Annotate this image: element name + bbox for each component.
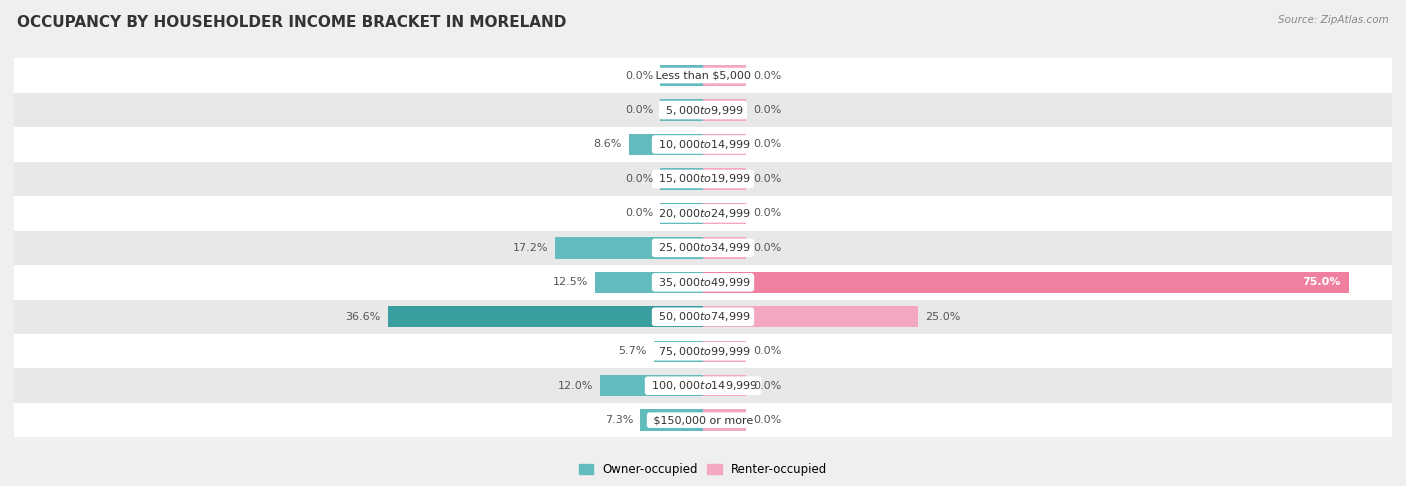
Bar bbox=[659, 168, 703, 190]
Text: 7.3%: 7.3% bbox=[605, 415, 633, 425]
Bar bbox=[659, 203, 703, 224]
Text: OCCUPANCY BY HOUSEHOLDER INCOME BRACKET IN MORELAND: OCCUPANCY BY HOUSEHOLDER INCOME BRACKET … bbox=[17, 15, 567, 30]
Text: 0.0%: 0.0% bbox=[624, 174, 652, 184]
Bar bbox=[14, 403, 1392, 437]
Bar bbox=[703, 203, 747, 224]
Bar bbox=[555, 237, 703, 259]
Text: $15,000 to $19,999: $15,000 to $19,999 bbox=[655, 173, 751, 186]
Text: 0.0%: 0.0% bbox=[754, 381, 782, 391]
Bar bbox=[595, 272, 703, 293]
Text: $75,000 to $99,999: $75,000 to $99,999 bbox=[655, 345, 751, 358]
Bar bbox=[14, 58, 1392, 93]
Text: $10,000 to $14,999: $10,000 to $14,999 bbox=[655, 138, 751, 151]
Text: 12.5%: 12.5% bbox=[553, 278, 589, 287]
Bar bbox=[640, 410, 703, 431]
Text: $35,000 to $49,999: $35,000 to $49,999 bbox=[655, 276, 751, 289]
Text: $100,000 to $149,999: $100,000 to $149,999 bbox=[648, 379, 758, 392]
Bar bbox=[703, 341, 747, 362]
Text: $25,000 to $34,999: $25,000 to $34,999 bbox=[655, 242, 751, 254]
Legend: Owner-occupied, Renter-occupied: Owner-occupied, Renter-occupied bbox=[574, 458, 832, 481]
Bar bbox=[14, 299, 1392, 334]
Bar bbox=[703, 168, 747, 190]
Bar bbox=[14, 231, 1392, 265]
Bar bbox=[14, 196, 1392, 231]
Text: 0.0%: 0.0% bbox=[754, 174, 782, 184]
Bar bbox=[628, 134, 703, 155]
Text: 5.7%: 5.7% bbox=[619, 346, 647, 356]
Bar bbox=[703, 306, 918, 328]
Text: 0.0%: 0.0% bbox=[754, 139, 782, 150]
Text: 12.0%: 12.0% bbox=[557, 381, 593, 391]
Bar bbox=[14, 334, 1392, 368]
Text: 75.0%: 75.0% bbox=[1302, 278, 1340, 287]
Bar bbox=[703, 410, 747, 431]
Bar bbox=[14, 93, 1392, 127]
Text: 0.0%: 0.0% bbox=[754, 415, 782, 425]
Bar bbox=[703, 375, 747, 397]
Bar bbox=[659, 99, 703, 121]
Bar bbox=[388, 306, 703, 328]
Bar bbox=[703, 65, 747, 86]
Bar bbox=[703, 272, 1348, 293]
Bar bbox=[14, 127, 1392, 162]
Bar bbox=[703, 134, 747, 155]
Text: 0.0%: 0.0% bbox=[754, 70, 782, 81]
Text: 0.0%: 0.0% bbox=[624, 208, 652, 218]
Text: 0.0%: 0.0% bbox=[754, 105, 782, 115]
Bar bbox=[703, 99, 747, 121]
Bar bbox=[659, 65, 703, 86]
Text: $150,000 or more: $150,000 or more bbox=[650, 415, 756, 425]
Bar bbox=[703, 237, 747, 259]
Bar bbox=[14, 368, 1392, 403]
Bar bbox=[14, 265, 1392, 299]
Text: 36.6%: 36.6% bbox=[346, 312, 381, 322]
Text: $50,000 to $74,999: $50,000 to $74,999 bbox=[655, 310, 751, 323]
Text: $5,000 to $9,999: $5,000 to $9,999 bbox=[662, 104, 744, 117]
Bar bbox=[654, 341, 703, 362]
Text: 17.2%: 17.2% bbox=[513, 243, 548, 253]
Text: 0.0%: 0.0% bbox=[624, 70, 652, 81]
Text: Less than $5,000: Less than $5,000 bbox=[652, 70, 754, 81]
Bar bbox=[599, 375, 703, 397]
Text: 25.0%: 25.0% bbox=[925, 312, 960, 322]
Text: $20,000 to $24,999: $20,000 to $24,999 bbox=[655, 207, 751, 220]
Text: 8.6%: 8.6% bbox=[593, 139, 621, 150]
Text: 0.0%: 0.0% bbox=[754, 243, 782, 253]
Bar bbox=[14, 162, 1392, 196]
Text: 0.0%: 0.0% bbox=[754, 346, 782, 356]
Text: 0.0%: 0.0% bbox=[754, 208, 782, 218]
Text: 0.0%: 0.0% bbox=[624, 105, 652, 115]
Text: Source: ZipAtlas.com: Source: ZipAtlas.com bbox=[1278, 15, 1389, 25]
